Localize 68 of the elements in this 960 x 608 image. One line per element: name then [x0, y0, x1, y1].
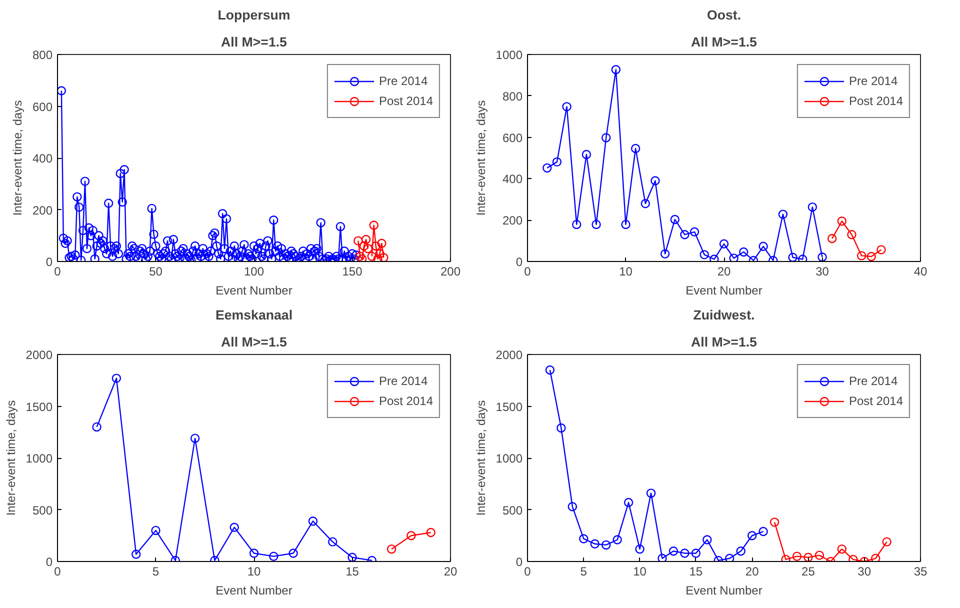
y-tick-label: 0 — [46, 255, 53, 269]
x-axis-title: Event Number — [686, 584, 762, 598]
x-tick-label: 10 — [633, 564, 647, 578]
x-tick-label: 15 — [689, 564, 703, 578]
y-tick-label: 2000 — [496, 348, 523, 362]
y-tick-label: 600 — [502, 130, 523, 145]
y-axis-title: Inter-event time, days — [474, 100, 488, 216]
x-tick-label: 20 — [717, 264, 731, 278]
x-tick-label: 30 — [816, 264, 830, 278]
y-axis-title: Inter-event time, days — [10, 100, 24, 216]
y-tick-label: 800 — [32, 48, 53, 62]
x-tick-label: 150 — [342, 264, 363, 278]
x-tick-label: 40 — [914, 264, 928, 278]
x-tick-label: 25 — [802, 564, 816, 578]
x-tick-label: 20 — [745, 564, 760, 578]
x-tick-label: 50 — [149, 264, 163, 278]
y-tick-label: 2000 — [26, 348, 53, 362]
legend-label: Post 2014 — [848, 394, 903, 408]
x-tick-label: 100 — [244, 264, 264, 278]
y-tick-label: 400 — [32, 152, 53, 166]
x-tick-label: 10 — [619, 264, 633, 278]
x-tick-label: 15 — [346, 564, 360, 578]
legend-label: Pre 2014 — [848, 374, 898, 388]
legend-label: Post 2014 — [378, 394, 433, 408]
x-tick-label: 0 — [524, 564, 532, 578]
x-tick-label: 0 — [54, 264, 62, 278]
x-tick-label: 20 — [444, 564, 458, 578]
x-tick-label: 10 — [247, 564, 261, 578]
chart-title: Zuidwest. — [693, 308, 755, 322]
chart-title: Eemskanaal — [215, 308, 293, 322]
x-tick-label: 0 — [524, 264, 532, 278]
x-tick-label: 0 — [54, 564, 62, 578]
chart-subtitle: All M>=1.5 — [221, 34, 288, 50]
y-tick-label: 600 — [32, 100, 53, 114]
y-tick-label: 1000 — [26, 452, 53, 466]
x-tick-label: 200 — [440, 264, 461, 278]
y-tick-label: 1000 — [496, 48, 523, 62]
y-tick-label: 1500 — [26, 400, 53, 414]
y-tick-label: 0 — [516, 555, 523, 569]
y-tick-label: 400 — [502, 172, 523, 186]
y-axis-title: Inter-event time, days — [4, 400, 18, 516]
chart-title: Oost. — [706, 8, 742, 22]
legend-label: Post 2014 — [848, 94, 903, 108]
x-tick-label: 5 — [580, 564, 588, 578]
y-tick-label: 800 — [502, 89, 523, 104]
x-axis-title: Event Number — [686, 284, 762, 298]
legend-label: Pre 2014 — [848, 74, 898, 88]
x-axis-title: Event Number — [216, 284, 292, 298]
y-tick-label: 200 — [32, 203, 53, 218]
y-axis-title: Inter-event time, days — [474, 400, 488, 516]
x-tick-label: 5 — [152, 564, 160, 578]
x-axis-title: Event Number — [216, 584, 292, 598]
y-tick-label: 0 — [516, 255, 523, 269]
chart-subtitle: All M>=1.5 — [691, 334, 758, 350]
y-tick-label: 0 — [46, 555, 53, 569]
legend-label: Pre 2014 — [378, 374, 428, 388]
chart-subtitle: All M>=1.5 — [691, 34, 758, 50]
legend-label: Pre 2014 — [378, 74, 428, 88]
y-tick-label: 200 — [502, 214, 523, 228]
y-tick-label: 1500 — [496, 400, 523, 414]
y-tick-label: 1000 — [496, 452, 523, 466]
y-tick-label: 500 — [32, 503, 53, 518]
chart-title: Loppersum — [218, 8, 290, 22]
x-tick-label: 30 — [858, 564, 872, 578]
x-tick-label: 35 — [914, 564, 928, 578]
y-tick-label: 500 — [502, 503, 523, 518]
chart-subtitle: All M>=1.5 — [221, 334, 288, 350]
legend-label: Post 2014 — [378, 94, 433, 108]
